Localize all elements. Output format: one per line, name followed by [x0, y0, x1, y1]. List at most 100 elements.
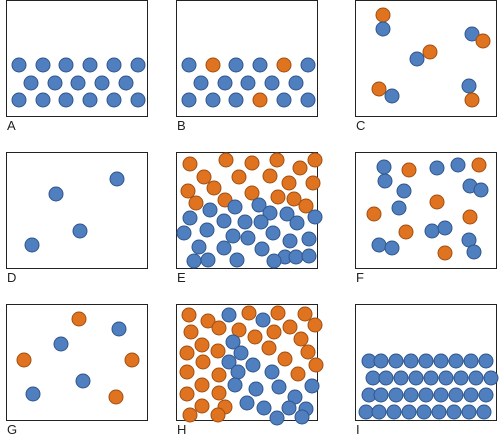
orange-particle-c-5: [475, 33, 491, 49]
blue-particle-e-37: [191, 239, 207, 255]
blue-particle-i-27: [358, 404, 374, 420]
orange-particle-f-5: [471, 157, 487, 173]
orange-particle-f-19: [437, 245, 453, 261]
blue-particle-a-9: [94, 75, 110, 91]
blue-particle-i-1: [373, 353, 389, 369]
blue-particle-d-1: [109, 171, 125, 187]
blue-particle-i-33: [446, 404, 462, 420]
panel-a-particles: [11, 57, 146, 108]
orange-particle-h-5: [297, 306, 313, 322]
orange-particle-h-18: [210, 343, 226, 359]
panel-i-box: [355, 304, 499, 421]
blue-particle-a-15: [106, 92, 122, 108]
orange-particle-e-3: [269, 152, 285, 168]
blue-particle-b-16: [300, 92, 316, 108]
orange-particle-e-4: [292, 160, 308, 176]
blue-particle-a-14: [82, 92, 98, 108]
blue-particle-a-10: [118, 75, 134, 91]
orange-particle-h-47: [210, 407, 226, 423]
blue-particle-e-30: [176, 225, 192, 241]
orange-particle-h-38: [211, 385, 227, 401]
orange-particle-h-16: [293, 331, 309, 347]
panel-d-particles: [24, 171, 125, 253]
blue-particle-f-4: [450, 157, 466, 173]
blue-particle-a-6: [23, 75, 39, 91]
blue-particle-a-12: [35, 92, 51, 108]
blue-particle-h-1: [221, 307, 237, 323]
orange-particle-e-8: [262, 168, 278, 184]
orange-particle-h-37: [179, 386, 195, 402]
blue-particle-b-5: [300, 57, 316, 73]
orange-particle-c-0: [375, 7, 391, 23]
panel-f-particles: [366, 157, 489, 261]
blue-particle-i-9: [365, 370, 381, 386]
orange-particle-f-12: [462, 209, 478, 225]
blue-particle-f-17: [371, 237, 387, 253]
panel-i-particles: [358, 353, 499, 420]
blue-particle-i-17: [483, 370, 499, 386]
blue-particle-h-49: [294, 409, 310, 425]
orange-particle-e-13: [244, 185, 260, 201]
blue-particle-e-39: [254, 241, 270, 257]
blue-particle-i-25: [463, 387, 479, 403]
blue-particle-e-23: [279, 206, 295, 222]
orange-particle-g-7: [108, 389, 124, 405]
orange-particle-h-13: [194, 337, 210, 353]
blue-particle-b-13: [228, 92, 244, 108]
orange-particle-f-11: [429, 194, 445, 210]
blue-particle-f-14: [437, 220, 453, 236]
blue-particle-i-10: [378, 370, 394, 386]
panel-d-label: D: [7, 270, 17, 285]
blue-particle-i-8: [478, 353, 494, 369]
blue-particle-a-1: [35, 57, 51, 73]
blue-particle-i-35: [476, 404, 492, 420]
blue-particle-e-35: [282, 233, 298, 249]
panel-g-particles: [16, 311, 140, 405]
panel-b-particles: [181, 57, 316, 108]
orange-particle-h-9: [231, 322, 247, 338]
orange-particle-h-7: [183, 324, 199, 340]
orange-particle-e-7: [231, 169, 247, 185]
panel-b-box: [176, 0, 318, 117]
blue-particle-i-13: [423, 370, 439, 386]
blue-particle-e-28: [289, 215, 305, 231]
panel-b-label: B: [177, 118, 186, 133]
orange-particle-h-8: [211, 320, 227, 336]
blue-particle-d-2: [72, 223, 88, 239]
panel-a-label: A: [7, 118, 16, 133]
blue-particle-g-2: [53, 336, 69, 352]
orange-particle-f-16: [398, 224, 414, 240]
blue-particle-i-32: [431, 404, 447, 420]
blue-particle-e-20: [227, 199, 243, 215]
blue-particle-c-8: [461, 78, 477, 94]
blue-particle-h-19: [233, 345, 249, 361]
panel-d-box: [6, 152, 148, 269]
panel-h-label: H: [177, 422, 187, 437]
blue-particle-b-12: [205, 92, 221, 108]
blue-particle-g-1: [111, 321, 127, 337]
panel-a-box: [6, 0, 148, 117]
orange-particle-h-17: [179, 345, 195, 361]
blue-particle-f-1: [377, 173, 393, 189]
blue-particle-g-5: [75, 373, 91, 389]
blue-particle-e-22: [262, 205, 278, 221]
orange-particle-e-11: [206, 180, 222, 196]
orange-particle-c-6: [371, 81, 387, 97]
orange-particle-e-17: [270, 189, 286, 205]
blue-particle-i-6: [448, 353, 464, 369]
blue-particle-i-29: [386, 404, 402, 420]
orange-particle-g-4: [124, 352, 140, 368]
blue-particle-f-13: [424, 223, 440, 239]
blue-particle-e-43: [200, 252, 216, 268]
panel-h-particles: [179, 305, 324, 426]
blue-particle-c-4: [464, 26, 480, 42]
blue-particle-a-13: [58, 92, 74, 108]
orange-particle-b-4: [276, 57, 292, 73]
orange-particle-g-3: [16, 352, 32, 368]
orange-particle-h-46: [182, 407, 198, 423]
orange-particle-e-16: [188, 195, 204, 211]
blue-particle-b-15: [276, 92, 292, 108]
blue-particle-f-0: [376, 159, 392, 175]
blue-particle-i-15: [453, 370, 469, 386]
